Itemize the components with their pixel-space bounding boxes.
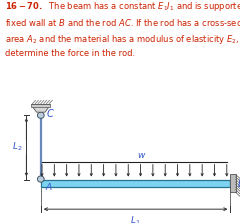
Text: $\mathbf{16-70.}$  The beam has a constant $E_1I_1$ and is supported by the
fixe: $\mathbf{16-70.}$ The beam has a constan…: [5, 0, 240, 58]
Text: $B$: $B$: [237, 178, 240, 189]
Polygon shape: [32, 107, 49, 112]
Bar: [230, 175, 236, 192]
Bar: [31, 104, 50, 107]
Text: $L_2$: $L_2$: [12, 141, 23, 153]
Text: $L_1$: $L_1$: [130, 214, 141, 223]
Text: $A$: $A$: [45, 181, 53, 192]
Text: $w$: $w$: [137, 151, 146, 160]
Circle shape: [37, 176, 44, 182]
Bar: [41, 180, 230, 187]
Text: $C$: $C$: [46, 107, 54, 119]
Circle shape: [37, 112, 44, 118]
